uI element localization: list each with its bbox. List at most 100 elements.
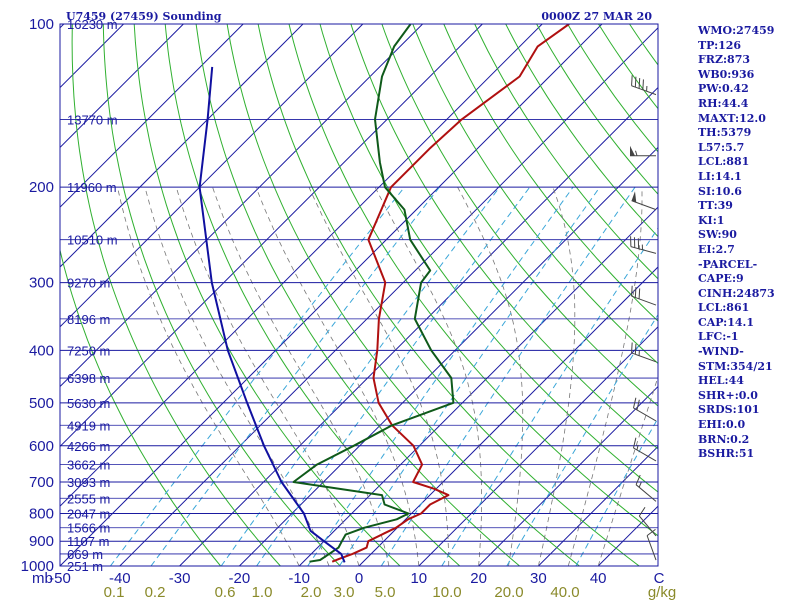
dry-adiabat-line [350,24,658,450]
mixing-ratio-tick-label: 3.0 [334,584,355,600]
stability-index-item: BRN:0.2 [698,432,750,446]
mixing-ratio-line [338,186,601,566]
height-level-label: 16230 m [67,17,118,32]
temperature-tick-label: -50 [49,570,71,587]
mixing-ratio-tick-label: 0.1 [104,584,125,600]
isotherm-line [60,24,364,328]
wind-barb-full-feather [646,528,656,537]
stability-index-item: LCL:861 [698,301,750,315]
isotherm-line [60,24,603,566]
dry-adiabat-line [536,24,658,195]
dry-adiabat-line [567,24,658,153]
mixing-ratio-tick-label: 1.0 [252,584,273,600]
wind-barb-staff [631,200,657,211]
wind-barb-full-feather [631,342,633,353]
mixing-ratio-tick-label: 40.0 [550,584,579,600]
isotherm-line [60,24,423,388]
wind-barb-pennant [631,191,637,203]
height-level-label: 3093 m [67,475,110,490]
wind-barb-column [630,75,657,561]
wind-barb-full-feather [638,78,641,89]
stability-index-item: SI:10.6 [698,184,742,198]
wind-barb [638,506,657,537]
stability-index-item: SW:90 [698,228,737,242]
wind-barb-staff [633,407,657,422]
stability-index-item: CAPE:9 [698,272,744,286]
stability-index-item: FRZ:873 [698,53,751,67]
height-level-label: 7250 m [67,343,110,358]
wind-barb-half-feather [638,482,642,488]
chart-series-group [198,24,570,563]
mixing-ratio-tick-label: 5.0 [375,584,396,600]
height-level-label: 3662 m [67,458,110,473]
isotherm-line [60,24,543,507]
height-level-label: 251 m [67,559,103,574]
dry-adiabat-line [60,248,221,566]
isotherm-line [60,24,184,149]
isotherm-line [538,445,658,566]
stability-index-item: RH:44.4 [698,96,749,110]
pressure-tick-label: 1000 [21,558,54,575]
height-level-label: 1107 m [67,534,109,549]
height-level-label: 2047 m [67,506,110,521]
stability-index-item: STM:354/21 [698,359,773,373]
chart-grid [60,24,658,566]
stability-index-list: WMO:27459 TP:126 FRZ:873 WB0:936 PW:0.42 RH:4… [698,24,775,462]
wind-barb-full-feather [635,474,641,485]
wind-barb-full-feather [632,397,637,409]
temperature-tick-label: 40 [590,570,607,587]
mixing-ratio-tick-label: 0.2 [145,584,166,600]
isotherm-line [298,206,658,566]
height-level-label: 8196 m [67,312,110,327]
mixing-ratio-line [307,186,574,566]
temperature-tick-label: 0 [355,570,363,587]
stability-index-item: HEL:44 [698,374,744,388]
temperature-tick-label: -10 [288,570,310,587]
wind-barb-full-feather [634,287,637,298]
isotherm-line [418,326,658,566]
wind-barb [635,474,657,502]
dry-adiabat-line [102,24,341,566]
wind-barb-staff [635,484,657,502]
height-level-label: 4266 m [67,439,110,454]
mixing-ratio-line [220,186,500,566]
height-level-label: 10510 m [67,233,118,248]
mixing-ratio-tick-label: 10.0 [432,584,461,600]
wind-barb [631,191,657,211]
wind-barb-staff [630,246,657,254]
temperature-tick-label: 30 [530,570,547,587]
temperature-tick-label: -20 [229,570,251,587]
stability-index-item: MAXT:12.0 [698,111,766,125]
wind-barb-full-feather [638,288,641,299]
stability-index-item: TT:39 [698,199,733,213]
dry-adiabat-line [195,24,520,566]
mixing-ratio-line [256,186,531,566]
stability-index-item: -PARCEL- [698,257,758,271]
wind-barb [631,342,657,363]
stability-index-item: SRDS:101 [698,403,760,417]
height-level-label: 2555 m [67,491,110,506]
dry-adiabat-line [164,24,461,566]
pressure-tick-label: 800 [29,505,54,522]
height-level-label: 4919 m [67,418,110,433]
wind-barb-full-feather [631,75,633,86]
stability-index-item: WMO:27459 [698,24,775,37]
wind-barb [631,285,657,306]
dry-adiabat-line [288,24,658,537]
stability-index-item: EI:2.7 [698,242,735,256]
wind-barb-staff [638,515,657,537]
dewpoint-profile-line [292,24,455,563]
dry-adiabat-line [133,24,401,566]
stability-index-item: L57:5.7 [698,140,745,154]
wind-barb [632,437,657,462]
stability-index-item: PW:0.42 [698,82,749,96]
wind-barb-pennant [630,145,635,156]
mixing-ratio-tick-label: 2.0 [301,584,322,600]
wind-barb-full-feather [636,399,640,411]
moist-adiabat-line [255,187,420,566]
temperature-axis-unit: C [654,570,665,587]
wind-barb-staff [631,85,657,96]
wind-barb [631,75,657,96]
